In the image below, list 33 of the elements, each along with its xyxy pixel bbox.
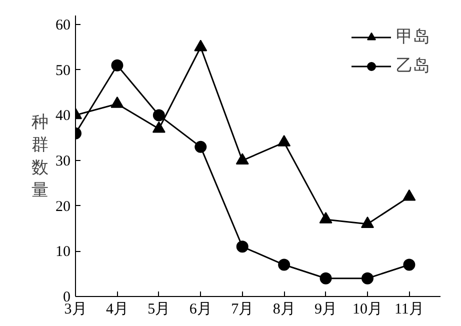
y-tick-label: 50 <box>56 62 70 79</box>
point <box>320 272 332 284</box>
point <box>278 258 290 271</box>
x-tick-label: 3月 <box>64 302 87 318</box>
y-tick-label: 60 <box>56 18 70 34</box>
x-tick-label: 4月 <box>106 302 128 318</box>
point <box>110 96 124 108</box>
x-tick-label: 9月 <box>314 302 338 318</box>
x-tick-label: 10月 <box>352 302 382 318</box>
point <box>402 189 416 201</box>
point <box>362 272 374 284</box>
point <box>319 212 332 224</box>
point <box>236 240 248 253</box>
y-tick-label: 10 <box>56 244 70 260</box>
point <box>403 258 416 271</box>
y-tick-label: 20 <box>56 198 70 215</box>
point <box>361 216 374 228</box>
legend-label: 甲岛 <box>396 26 430 48</box>
x-tick-label: 7月 <box>231 302 254 318</box>
point <box>194 140 207 153</box>
x-tick-label: 5月 <box>148 302 170 318</box>
y-tick-label: 40 <box>56 108 70 124</box>
point <box>152 109 165 122</box>
point <box>152 121 166 133</box>
point <box>194 40 208 52</box>
y-axis-title: 种群数量 <box>32 112 48 200</box>
legend-label: 乙岛 <box>396 55 430 77</box>
x-tick-label: 11月 <box>394 302 424 318</box>
point <box>236 153 249 164</box>
point <box>278 134 291 146</box>
x-tick-label: 6月 <box>189 302 212 318</box>
x-tick-label: 8月 <box>272 302 296 318</box>
y-tick-label: 30 <box>56 154 70 170</box>
